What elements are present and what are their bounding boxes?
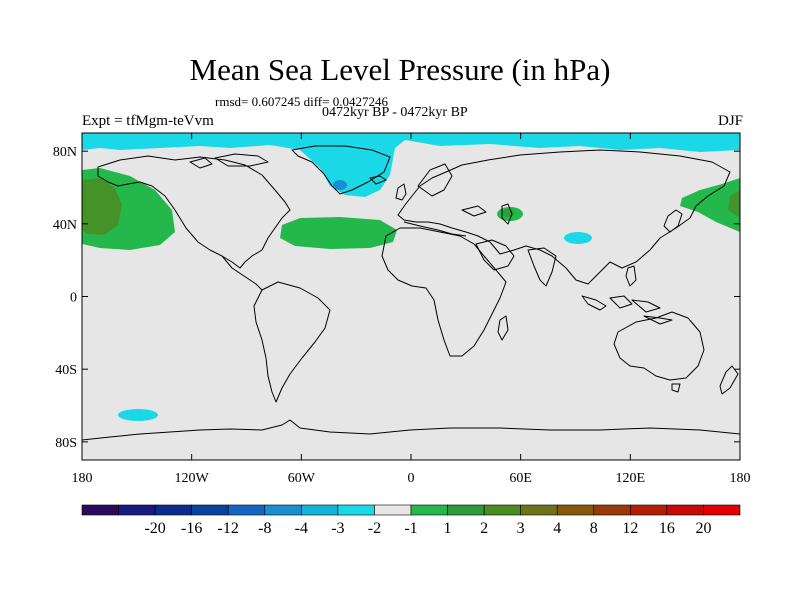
colorbar-swatch bbox=[337, 504, 375, 516]
colorbar-label: 4 bbox=[553, 520, 561, 537]
x-tick-label: 60E bbox=[509, 471, 532, 486]
coast-philippines bbox=[625, 265, 637, 287]
colorbar-label: 20 bbox=[695, 520, 711, 537]
anomaly-greenland-core bbox=[333, 180, 347, 190]
x-tick-label: 180 bbox=[730, 471, 751, 486]
anomaly-north-atlantic bbox=[280, 217, 397, 249]
coast-india bbox=[527, 247, 557, 287]
colorbar-swatch bbox=[264, 504, 302, 516]
y-tick-label: 80S bbox=[55, 436, 77, 451]
colorbar-swatch bbox=[118, 504, 156, 516]
experiment-label: Expt = tfMgm-teVvm bbox=[82, 113, 214, 129]
colorbar-label: -16 bbox=[181, 520, 202, 537]
colorbar-label: 2 bbox=[480, 520, 488, 537]
colorbar-label: -20 bbox=[144, 520, 165, 537]
coast-japan bbox=[663, 209, 683, 233]
x-tick-label: 120W bbox=[175, 471, 210, 486]
x-tick-label: 60W bbox=[288, 471, 316, 486]
coast-caspian-sea bbox=[501, 203, 513, 225]
coast-north-america bbox=[97, 155, 291, 269]
anomaly-nw-pacific-core bbox=[728, 190, 740, 218]
coast-south-america bbox=[253, 281, 331, 403]
coast-greenland bbox=[291, 145, 391, 195]
colorbar-label: -4 bbox=[295, 520, 308, 537]
colorbar-label: 3 bbox=[517, 520, 525, 537]
colorbar-swatch bbox=[703, 504, 741, 516]
colorbar-swatch bbox=[483, 504, 521, 516]
colorbar-label: 8 bbox=[590, 520, 598, 537]
colorbar-label: -1 bbox=[404, 520, 417, 537]
season-label: DJF bbox=[717, 113, 743, 129]
x-axis: 180 120W 60W 0 60E 120E 180 bbox=[72, 133, 751, 486]
colorbar-swatch bbox=[593, 504, 631, 516]
y-tick-label: 40S bbox=[55, 363, 77, 378]
colorbar-swatch bbox=[520, 504, 558, 516]
coast-uk bbox=[395, 183, 407, 201]
colorbar-swatch bbox=[154, 504, 192, 516]
coast-new-zealand bbox=[719, 365, 739, 395]
colorbar-label: 1 bbox=[444, 520, 452, 537]
y-tick-label: 40N bbox=[53, 218, 77, 233]
colorbar-label: 12 bbox=[622, 520, 638, 537]
plot-title: Mean Sea Level Pressure (in hPa) bbox=[189, 52, 611, 87]
coast-africa bbox=[381, 227, 507, 357]
coast-eurasia bbox=[397, 149, 731, 285]
period-text: 0472kyr BP - 0472kyr BP bbox=[322, 105, 468, 120]
colorbar-swatch bbox=[301, 504, 339, 516]
colorbar-label: 16 bbox=[659, 520, 675, 537]
colorbar-label: -12 bbox=[218, 520, 239, 537]
coast-central-america bbox=[221, 255, 263, 291]
coast-scandinavia bbox=[417, 163, 453, 197]
y-axis: 80N 40N 0 40S 80S bbox=[53, 145, 740, 451]
colorbar-swatch bbox=[666, 504, 704, 516]
colorbar-swatch bbox=[410, 504, 448, 516]
colorbar-swatch bbox=[191, 504, 229, 516]
coast-australia bbox=[613, 311, 705, 381]
colorbar-swatch bbox=[81, 504, 119, 516]
coast-tasmania bbox=[671, 383, 681, 393]
coast-indonesia bbox=[581, 295, 673, 325]
anomaly-north-pacific-core bbox=[82, 178, 122, 235]
coast-arctic-islands bbox=[189, 153, 269, 169]
colorbar-swatch bbox=[630, 504, 668, 516]
anomaly-caspian-core bbox=[502, 209, 514, 217]
coast-antarctica bbox=[82, 419, 740, 441]
colorbar-label: -8 bbox=[258, 520, 271, 537]
x-tick-label: 0 bbox=[408, 471, 415, 486]
x-tick-label: 180 bbox=[72, 471, 93, 486]
anomaly-nw-pacific bbox=[680, 178, 740, 232]
stats-text: rmsd= 0.607245 diff= 0.0427246 bbox=[215, 94, 388, 109]
colorbar-swatch bbox=[447, 504, 485, 516]
x-tick-label: 120E bbox=[616, 471, 646, 486]
anomaly-southern-ocean bbox=[118, 409, 158, 421]
colorbar-label: -3 bbox=[331, 520, 344, 537]
colorbar-swatch bbox=[227, 504, 266, 516]
colorbar-swatch bbox=[556, 504, 595, 516]
coast-iceland bbox=[369, 175, 387, 185]
map-background bbox=[82, 133, 740, 460]
coast-madagascar bbox=[497, 315, 509, 341]
colorbar: -20 -16 -12 -8 -4 -3 -2 -1 1 2 3 4 8 12 16 20 bbox=[81, 504, 741, 537]
colorbar-swatch bbox=[374, 504, 412, 516]
colorbar-label: -2 bbox=[368, 520, 381, 537]
anomaly-tibet bbox=[564, 232, 592, 244]
anomaly-north-polar bbox=[82, 133, 740, 197]
y-tick-label: 80N bbox=[53, 145, 77, 160]
coast-arabia bbox=[475, 239, 515, 271]
y-tick-label: 0 bbox=[70, 291, 77, 306]
coast-mediterranean bbox=[403, 221, 467, 237]
coast-black-sea bbox=[461, 205, 487, 217]
